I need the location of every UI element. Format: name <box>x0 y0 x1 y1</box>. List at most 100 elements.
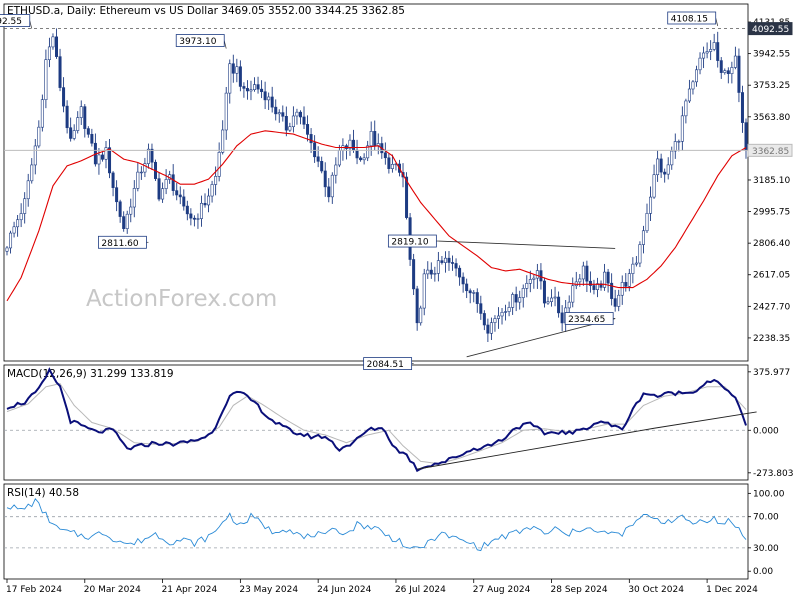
candle-body <box>111 172 115 188</box>
candle-body <box>553 296 557 299</box>
candle-body <box>196 218 200 220</box>
candle-body <box>712 42 716 50</box>
candle-body <box>652 174 656 198</box>
rsi-line <box>6 497 747 552</box>
annotation-box <box>98 235 147 249</box>
candle-body <box>451 262 455 264</box>
candle-body <box>83 106 87 129</box>
macd-trendline-0 <box>417 427 655 470</box>
candle-body <box>486 324 490 334</box>
candle-body <box>546 301 550 304</box>
candle-body <box>284 115 288 131</box>
annotation-box <box>387 234 437 248</box>
candle-body <box>245 88 249 92</box>
candle-body <box>726 70 730 74</box>
candle-body <box>150 148 154 163</box>
watermark: ActionForex.com <box>86 286 277 312</box>
candle-body <box>185 205 189 215</box>
candle-body <box>656 158 660 176</box>
annotation-box <box>175 34 225 47</box>
candle-body <box>277 112 281 115</box>
candle-body <box>645 213 649 232</box>
candle-body <box>479 303 483 314</box>
candle-body <box>235 66 239 74</box>
x-tick-label: 23 May 2024 <box>239 585 298 595</box>
candle-body <box>323 170 327 188</box>
candle-body <box>468 290 472 294</box>
candle-body <box>663 171 667 175</box>
candle-body <box>578 278 582 283</box>
moving-average-line <box>6 130 747 302</box>
candle-body <box>260 88 264 93</box>
candle-body <box>214 176 218 185</box>
candle-body <box>440 260 444 263</box>
candle-body <box>373 131 377 146</box>
candle-body <box>97 154 101 165</box>
candle-body <box>359 157 363 161</box>
candle-body <box>72 130 76 139</box>
candle-body <box>210 184 214 197</box>
candle-body <box>649 196 653 214</box>
candle-body <box>19 213 23 221</box>
candle-body <box>5 247 9 252</box>
candle-body <box>610 282 614 299</box>
candle-body <box>207 195 211 206</box>
macd-signal-line <box>6 383 747 465</box>
candle-body <box>76 117 80 131</box>
candle-body <box>496 315 500 319</box>
high-price-badge <box>747 22 793 36</box>
candle-body <box>199 202 203 219</box>
candle-body <box>146 148 150 164</box>
rsi-y-tick-label: 30.00 <box>753 544 779 554</box>
candle-body <box>203 202 207 206</box>
x-tick-label: 30 Oct 2024 <box>628 585 684 595</box>
candle-body <box>291 115 295 128</box>
candle-body <box>139 171 143 174</box>
candle-body <box>263 91 267 101</box>
candle-body <box>143 163 147 173</box>
x-tick-label: 1 Dec 2024 <box>706 585 758 595</box>
candle-body <box>178 194 182 198</box>
candle-body <box>458 267 462 278</box>
candle-body <box>709 49 713 52</box>
candle-body <box>634 262 638 265</box>
candle-body <box>627 273 631 287</box>
candle-body <box>242 86 246 89</box>
annotation-label: 2354.65 <box>568 315 605 325</box>
rsi-y-tick-label: 0.00 <box>753 567 773 577</box>
candle-body <box>51 36 55 48</box>
candle-body <box>62 87 66 107</box>
candle-body <box>472 292 476 294</box>
candle-body <box>118 201 122 217</box>
candle-body <box>387 157 391 169</box>
candle-body <box>281 112 285 117</box>
x-tick-label: 24 Jun 2024 <box>317 585 371 595</box>
candle-body <box>125 213 129 229</box>
y-tick-label: 2427.70 <box>753 302 790 312</box>
candle-body <box>412 259 416 290</box>
y-tick-label: 3563.80 <box>753 113 790 123</box>
candle-body <box>104 147 108 160</box>
candle-body <box>737 55 741 93</box>
candle-body <box>16 219 20 228</box>
candle-body <box>58 56 62 88</box>
macd-y-tick-label: 0.000 <box>753 426 779 436</box>
candle-body <box>238 66 242 87</box>
candle-body <box>588 280 592 286</box>
candle-body <box>231 63 235 74</box>
candle-body <box>557 296 561 314</box>
candle-body <box>511 294 515 308</box>
candle-body <box>79 106 83 118</box>
price-badge-label: 4092.55 <box>752 25 789 35</box>
rsi-y-tick-label: 70.00 <box>753 513 779 523</box>
candle-body <box>274 106 278 115</box>
candle-body <box>192 217 196 220</box>
x-tick-label: 28 Sep 2024 <box>551 585 608 595</box>
candle-body <box>525 283 529 289</box>
candle-body <box>309 134 313 144</box>
candle-body <box>514 294 518 303</box>
macd-line <box>6 367 747 473</box>
candle-body <box>65 105 69 129</box>
